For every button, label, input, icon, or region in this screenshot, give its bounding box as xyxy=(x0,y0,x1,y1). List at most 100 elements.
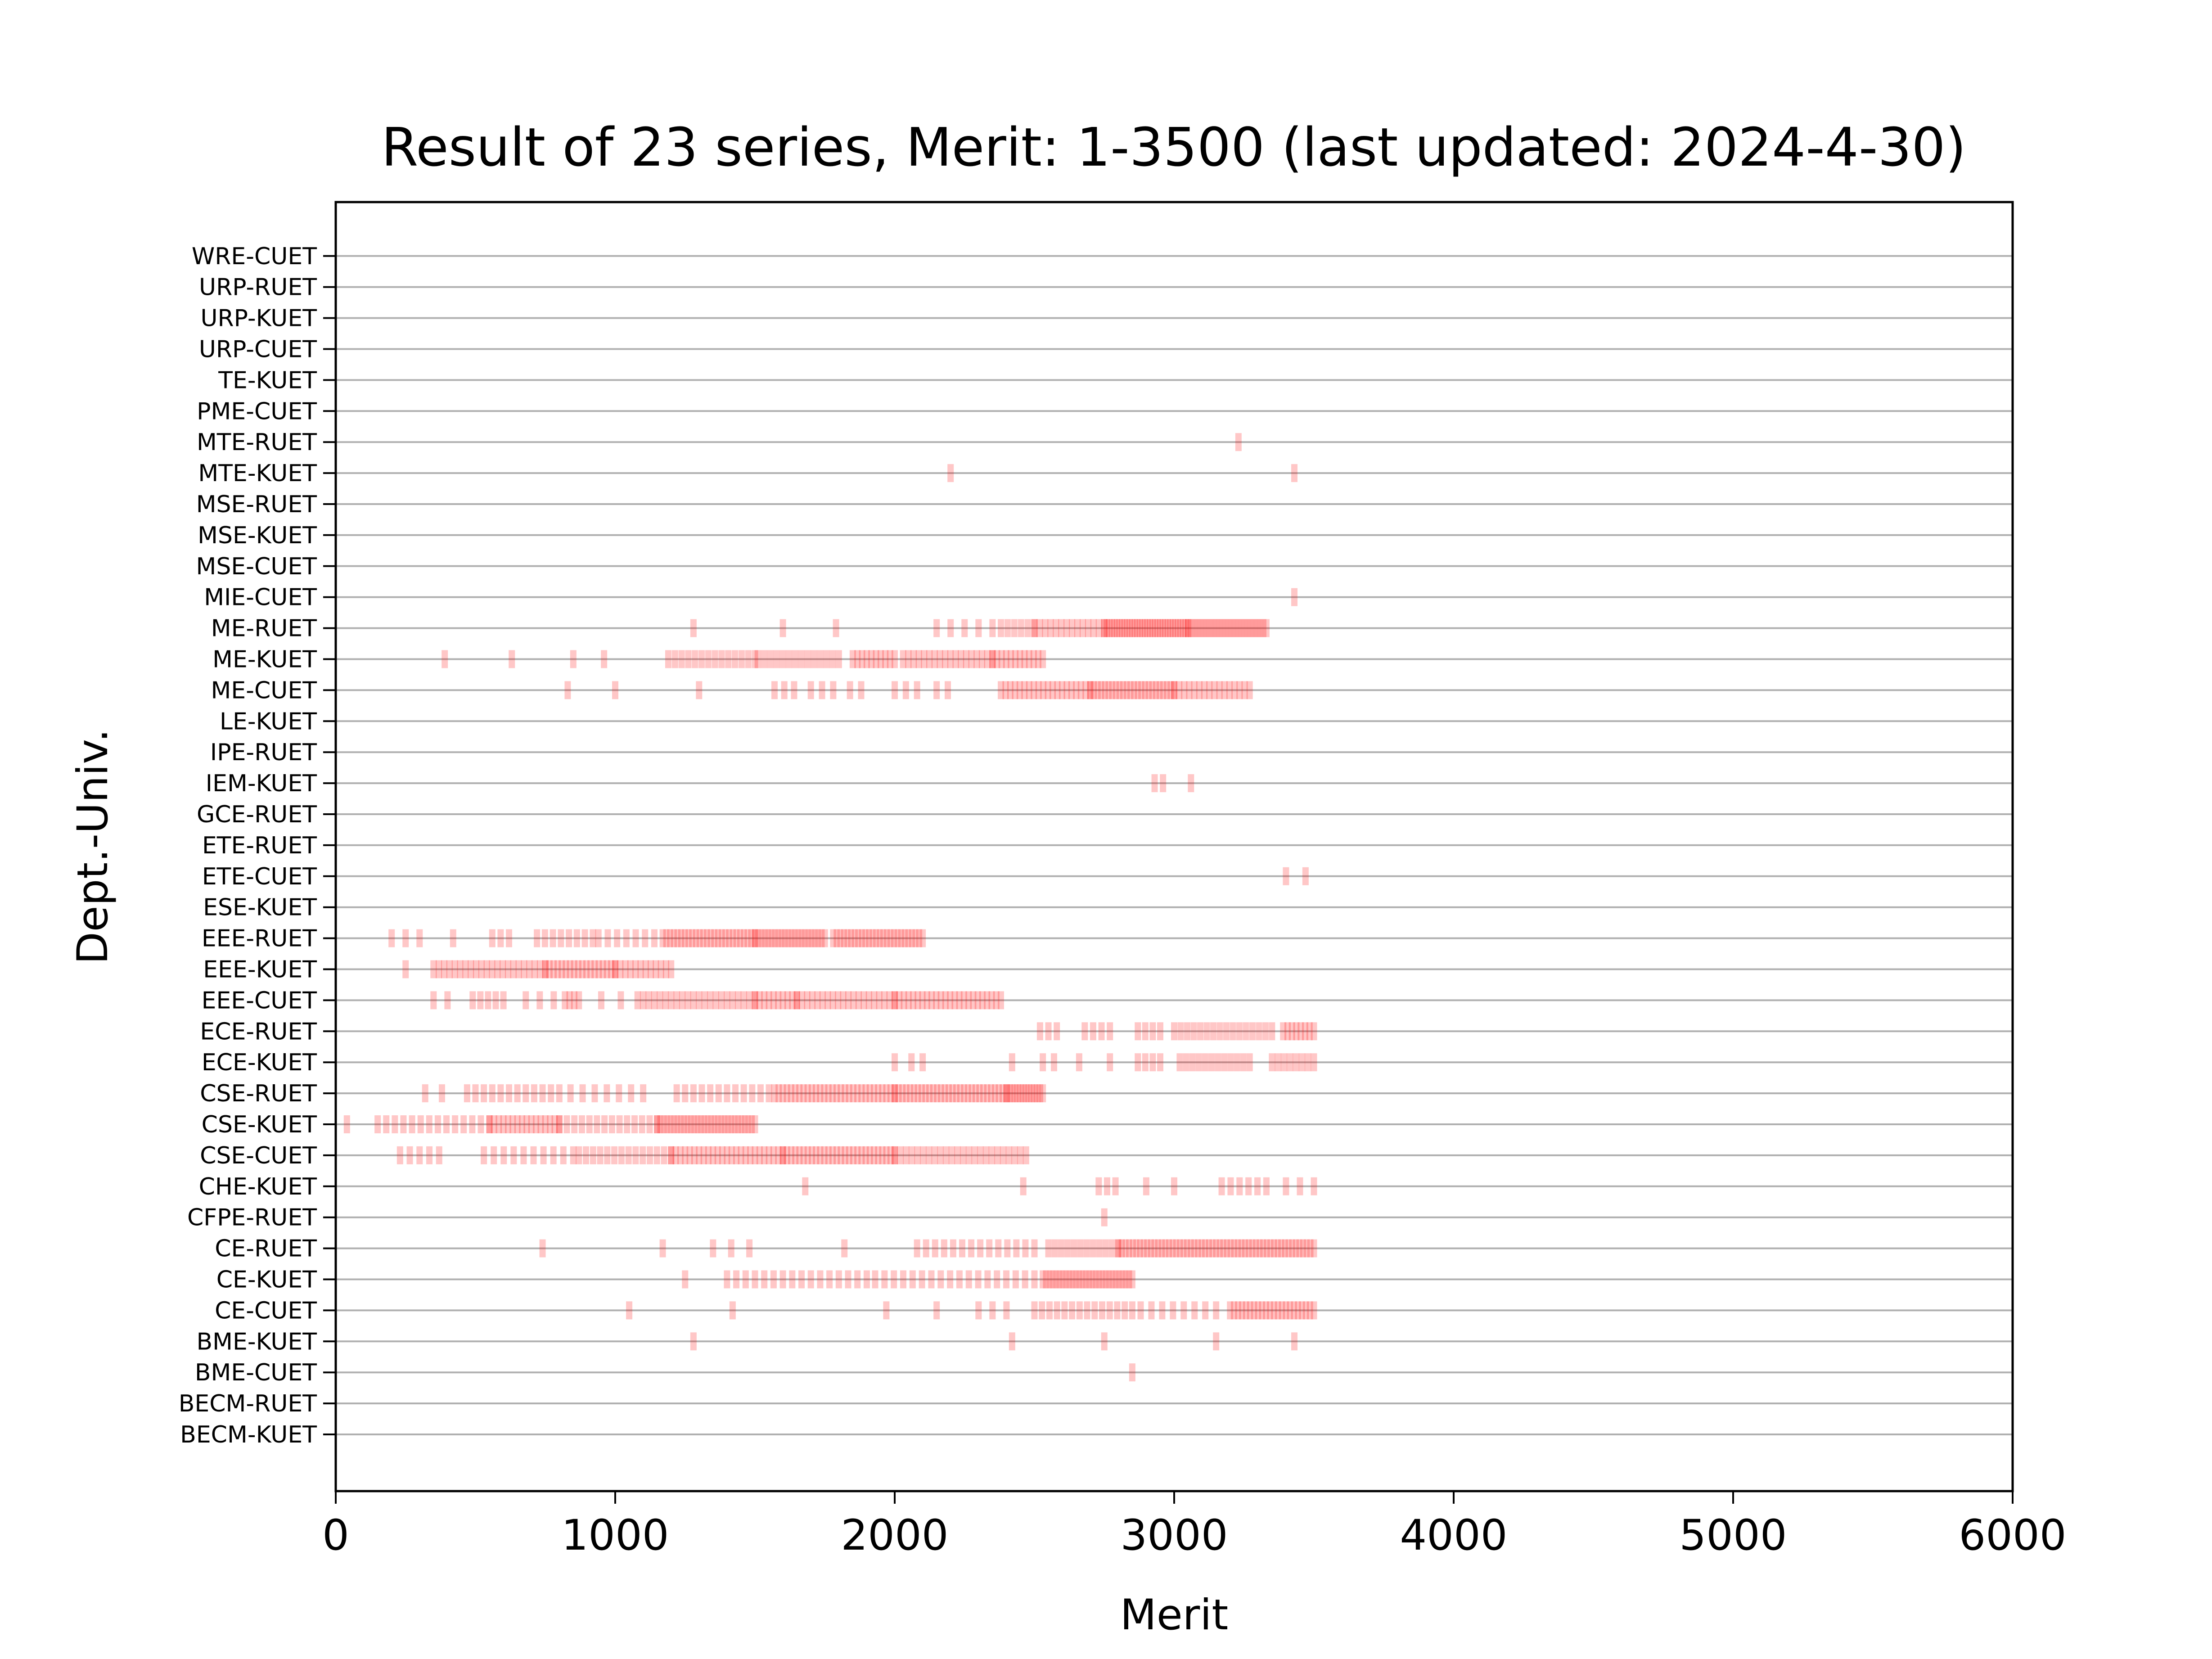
merit-mark xyxy=(1031,619,1038,637)
merit-mark xyxy=(914,1239,920,1258)
merit-mark xyxy=(1083,1239,1090,1258)
merit-mark xyxy=(618,1146,625,1164)
merit-mark xyxy=(1058,619,1065,637)
merit-mark xyxy=(468,960,474,978)
merit-mark xyxy=(1106,619,1113,637)
merit-mark xyxy=(1047,619,1054,637)
merit-mark xyxy=(632,929,639,947)
merit-mark xyxy=(910,1084,917,1103)
merit-mark xyxy=(642,929,649,947)
merit-mark xyxy=(1293,1053,1299,1072)
merit-mark xyxy=(1156,681,1163,699)
merit-mark xyxy=(887,929,894,947)
merit-mark xyxy=(1036,1084,1043,1103)
merit-mark xyxy=(711,1115,718,1133)
y-tick-label: URP-RUET xyxy=(199,274,317,301)
merit-mark xyxy=(921,650,928,668)
merit-mark xyxy=(505,1115,511,1133)
merit-mark xyxy=(1009,1084,1015,1103)
merit-mark xyxy=(671,650,678,668)
merit-mark xyxy=(715,1115,721,1133)
merit-mark xyxy=(1245,1177,1252,1195)
merit-mark xyxy=(854,1146,861,1164)
merit-mark xyxy=(807,681,814,699)
merit-mark xyxy=(481,1146,487,1164)
merit-mark xyxy=(788,1146,794,1164)
merit-mark xyxy=(997,991,1004,1010)
merit-mark xyxy=(1138,681,1145,699)
merit-mark xyxy=(571,1115,578,1133)
merit-mark xyxy=(1230,1022,1236,1041)
merit-mark xyxy=(1108,619,1115,637)
merit-mark xyxy=(910,650,917,668)
merit-mark xyxy=(804,991,811,1010)
merit-mark xyxy=(809,991,815,1010)
merit-mark xyxy=(510,960,517,978)
merit-mark xyxy=(1026,681,1032,699)
merit-mark xyxy=(1307,1239,1314,1258)
merit-mark xyxy=(705,1146,712,1164)
merit-mark xyxy=(1296,1239,1303,1258)
merit-mark xyxy=(1201,681,1208,699)
x-tick-label: 0 xyxy=(322,1511,349,1560)
merit-mark xyxy=(631,1115,638,1133)
merit-mark xyxy=(1251,1301,1257,1320)
merit-mark xyxy=(905,650,912,668)
merit-mark xyxy=(416,1146,423,1164)
merit-mark xyxy=(752,929,758,947)
merit-mark xyxy=(1011,1146,1018,1164)
merit-mark xyxy=(659,1239,666,1258)
merit-mark xyxy=(583,1146,590,1164)
merit-mark xyxy=(779,1146,786,1164)
merit-mark xyxy=(595,929,602,947)
merit-mark xyxy=(752,1270,758,1289)
merit-mark xyxy=(909,1146,915,1164)
merit-mark xyxy=(1026,650,1032,668)
merit-mark xyxy=(970,991,977,1010)
y-tick-label: MSE-RUET xyxy=(196,491,317,518)
merit-mark xyxy=(617,960,624,978)
merit-mark xyxy=(1004,619,1011,637)
merit-mark xyxy=(658,960,664,978)
merit-mark xyxy=(1291,1332,1298,1351)
merit-mark xyxy=(614,929,621,947)
merit-mark xyxy=(997,681,1004,699)
merit-mark xyxy=(937,650,943,668)
merit-mark xyxy=(830,681,837,699)
merit-mark xyxy=(1021,650,1028,668)
merit-mark xyxy=(452,1115,459,1133)
merit-mark xyxy=(705,650,712,668)
merit-mark xyxy=(978,650,985,668)
merit-mark xyxy=(612,960,618,978)
merit-mark xyxy=(976,1084,983,1103)
y-tick-label: CSE-CUET xyxy=(200,1142,317,1169)
merit-mark xyxy=(1180,1301,1187,1320)
merit-mark xyxy=(654,1115,661,1133)
merit-mark xyxy=(685,929,692,947)
merit-mark xyxy=(1164,619,1171,637)
merit-mark xyxy=(663,929,670,947)
merit-mark xyxy=(989,619,996,637)
merit-mark xyxy=(721,1115,728,1133)
merit-mark xyxy=(1028,1084,1035,1103)
merit-mark xyxy=(795,929,802,947)
merit-mark xyxy=(1144,619,1151,637)
merit-mark xyxy=(1114,1301,1121,1320)
merit-mark xyxy=(814,991,821,1010)
merit-mark xyxy=(1142,619,1149,637)
y-tick-label: MSE-CUET xyxy=(196,553,317,580)
merit-mark xyxy=(798,650,805,668)
merit-mark xyxy=(1012,1270,1019,1289)
merit-mark xyxy=(1063,1270,1069,1289)
merit-mark xyxy=(1066,1270,1073,1289)
merit-mark xyxy=(624,1115,631,1133)
y-tick-label: IEM-KUET xyxy=(206,770,317,797)
merit-mark xyxy=(1302,1022,1308,1041)
merit-mark xyxy=(1017,1084,1024,1103)
merit-mark xyxy=(450,929,456,947)
merit-mark xyxy=(1149,1053,1156,1072)
merit-mark xyxy=(900,1270,906,1289)
merit-mark xyxy=(526,960,533,978)
merit-mark xyxy=(1263,1239,1270,1258)
merit-mark xyxy=(865,991,872,1010)
